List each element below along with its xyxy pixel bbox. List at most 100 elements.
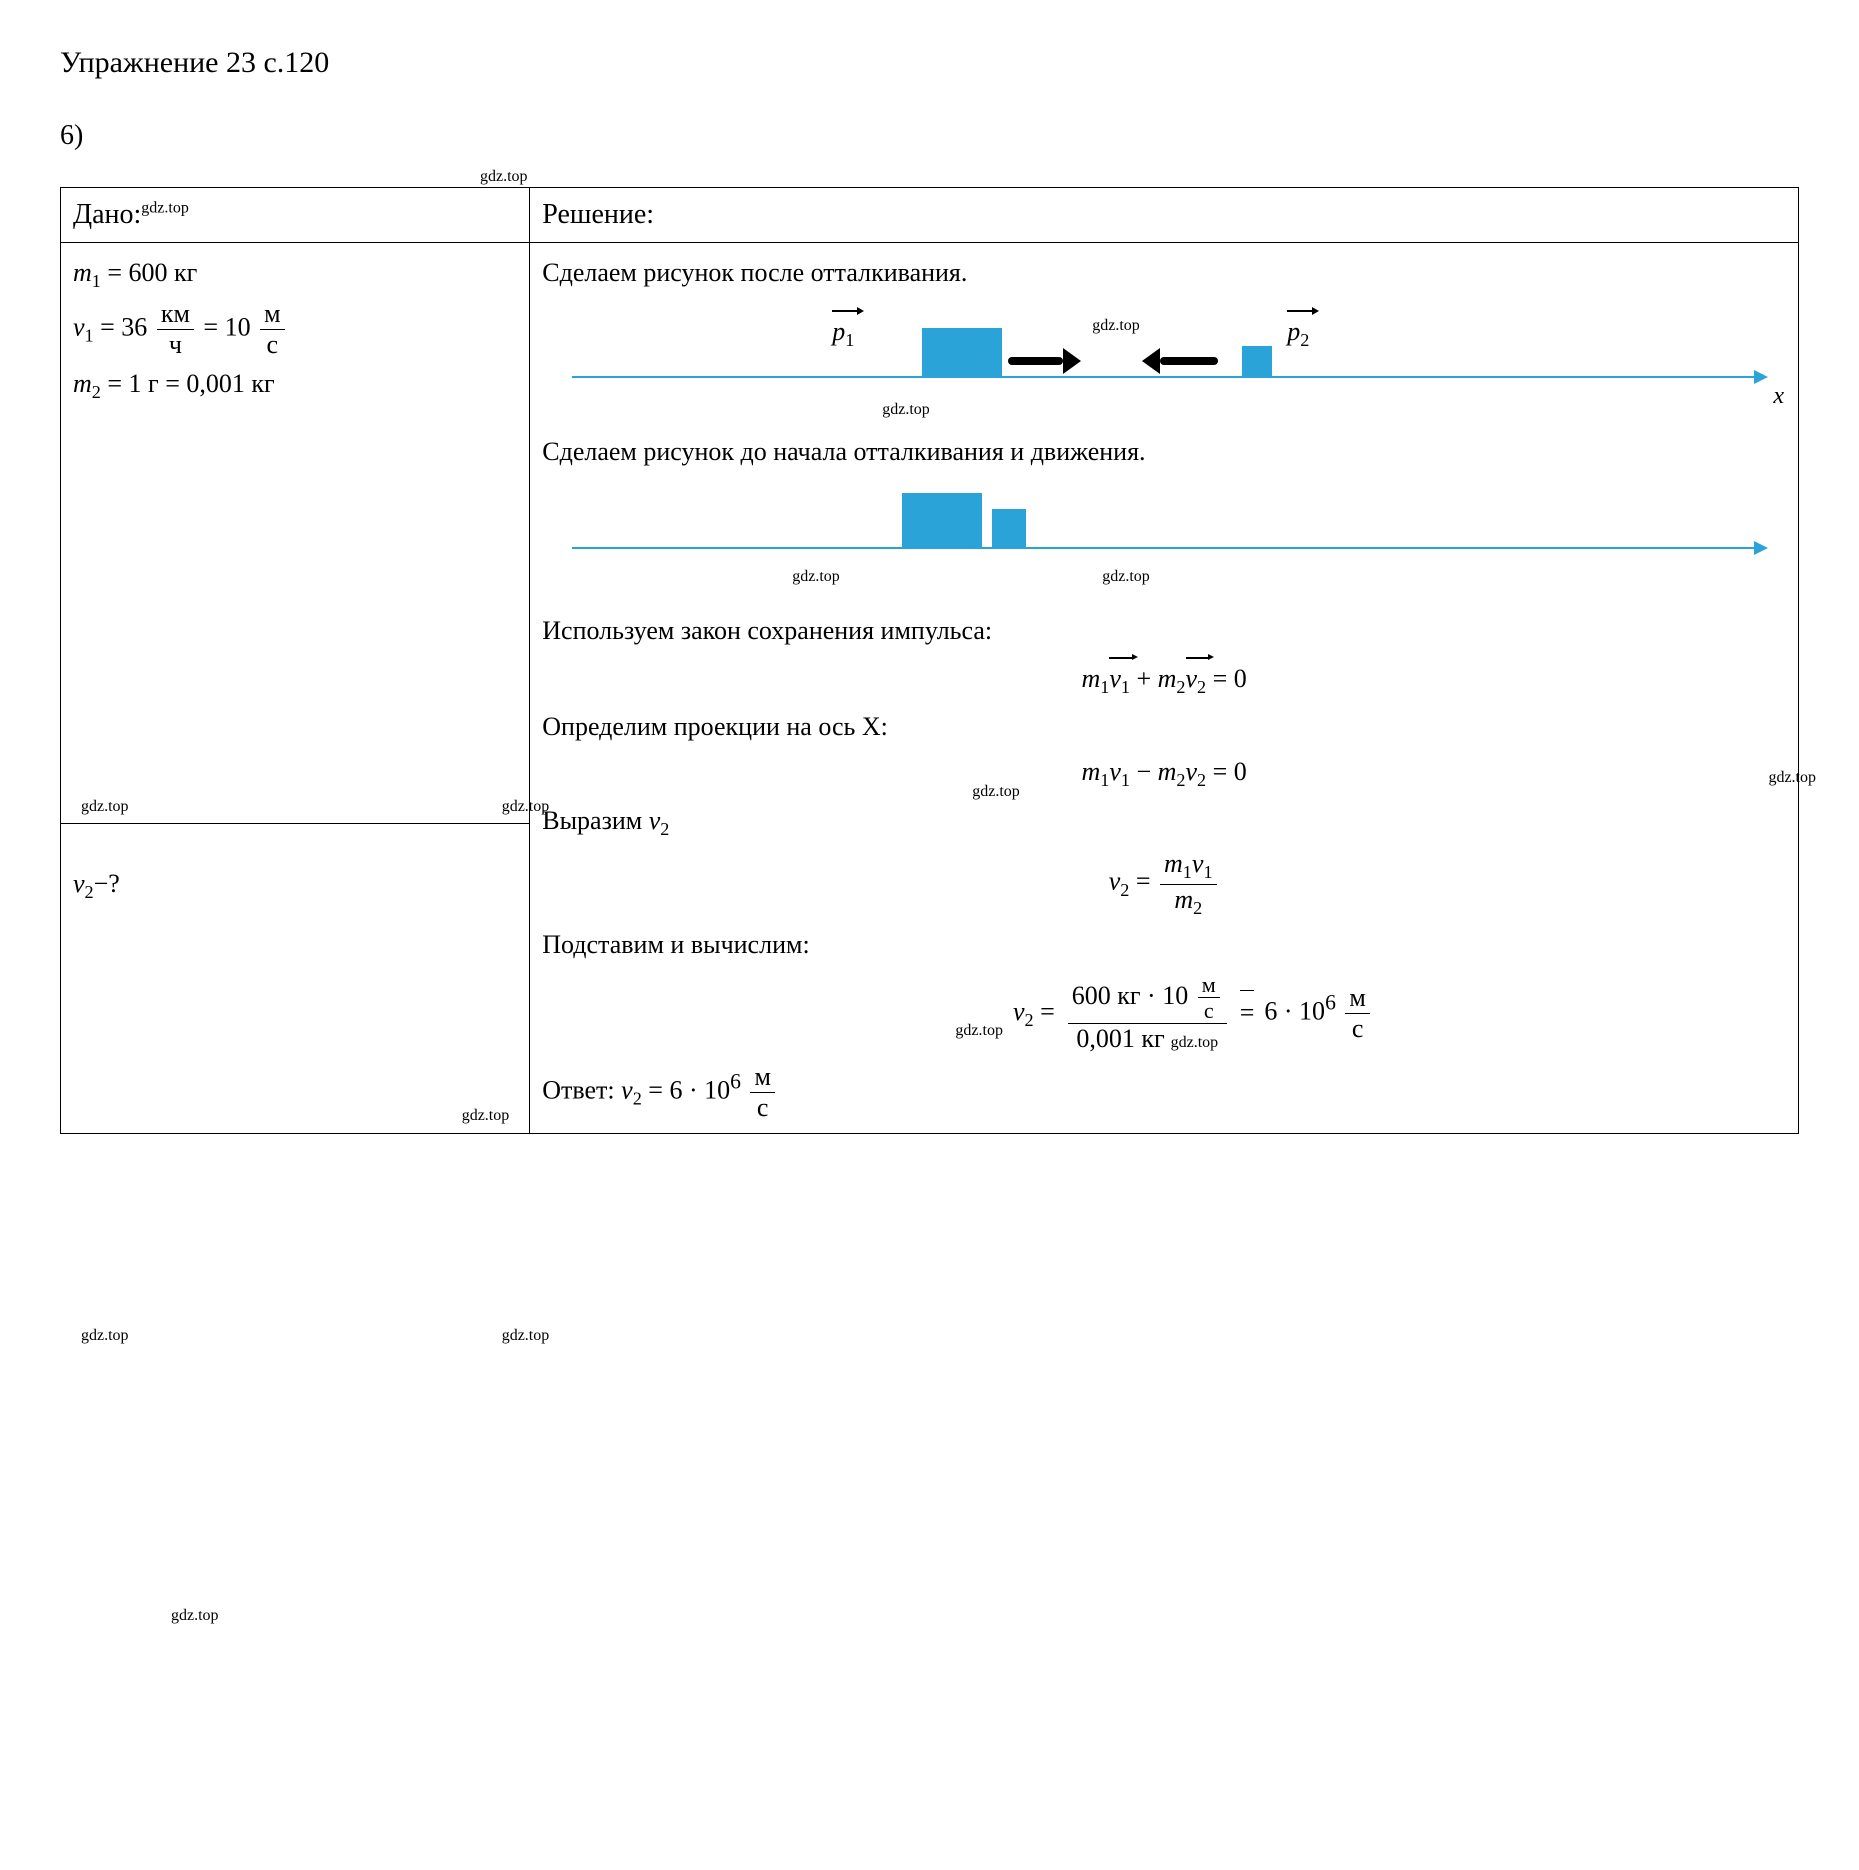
solution-label: Решение: [542,199,654,230]
solution-line4: Определим проекции на ось X: [542,707,1786,746]
x-axis-label: x [1773,378,1784,414]
sub: 2 [1120,880,1129,900]
eq-projection: m1v1 − m2v2 = 0 gdz.top gdz.top [542,752,1786,794]
solution-line6: Подставим и вычислим: [542,925,1786,964]
given-cell: m1 = 600 кг v1 = 36 кмч = 10 мс m2 = 1 г… [61,243,530,824]
big-box [922,328,1002,376]
eq-sign: = [1129,867,1157,896]
answer-line: Ответ: v2 = 6 · 106 мс [542,1062,1786,1123]
watermark: gdz.top [171,1604,219,1628]
ans-eq: = 6 · 10 [642,1076,730,1105]
solution-line3: Используем закон сохранения импульса: [542,611,1786,650]
given-m1: m1 = 600 кг [73,253,517,295]
sub: 2 [1197,677,1206,697]
sym: v [1109,664,1121,693]
p1-vector-label: p1 [832,312,854,354]
watermark: gdz.top [1092,314,1140,338]
sym: v [1013,997,1025,1026]
m2-symbol: m [73,369,92,398]
sub: 2 [633,1089,642,1109]
find-v2: v2−? [73,864,517,906]
frac-num: км [157,299,194,330]
sym: m [1158,757,1177,786]
eq4-frac: 600 кг · 10 мс 0,001 кгgdz.top [1068,972,1227,1055]
u-num: м [750,1062,774,1093]
watermark: gdz.top [792,565,840,589]
small-box [1242,346,1272,376]
op: − [1130,757,1158,786]
sym: v [1192,849,1204,878]
sub: 2 [1193,898,1202,918]
p2-vector-label: p2 [1287,312,1309,354]
u-den: с [1198,998,1220,1023]
v1-frac1: кмч [157,299,194,360]
watermark: gdz.top [480,165,1799,189]
u-den: с [1345,1014,1369,1044]
eq-momentum-conservation: m1v1 + m2v2 = 0 [542,656,1786,701]
v1-eq1: = 36 [94,313,148,342]
watermark: gdz.top [462,1104,510,1128]
diagram-before: gdz.top gdz.top [542,485,1786,595]
m1-value: = 600 кг [101,258,197,287]
sub: 2 [1025,1010,1034,1030]
given-m2: m2 = 1 г = 0,001 кг [73,364,517,406]
sub: 2 [1176,771,1185,791]
axis-arrow-icon [1754,370,1768,384]
m2-sub: 2 [92,382,101,402]
sym: m [1158,664,1177,693]
sym: v [1109,757,1121,786]
watermark: gdz.top [502,1324,550,1348]
solution-cell: Сделаем рисунок после отталкивания. p1 g… [530,243,1799,1134]
watermark: gdz.top [81,795,129,819]
frac-den: ч [157,330,194,360]
watermark: gdz.top [1102,565,1150,589]
watermark: gdz.top [972,780,1020,804]
m2-value: = 1 г = 0,001 кг [101,369,275,398]
sub: 1 [1121,677,1130,697]
m1-sub: 1 [92,271,101,291]
sub: 1 [1100,677,1109,697]
arrow-left [1142,348,1218,374]
num-text: 600 кг · 10 [1072,981,1188,1010]
diagram-after: p1 gdz.top p2 x gdz.top [542,306,1786,426]
watermark: gdz.top [955,1019,1003,1043]
den-text: 0,001 кг [1076,1024,1164,1053]
text: Выразим [542,806,649,835]
p-sym: p [832,317,845,346]
v1-frac2: мс [260,299,284,360]
eq-sign: = [1034,997,1055,1026]
given-label: Дано: [73,199,141,230]
sub: 1 [1121,771,1130,791]
op: + [1130,664,1158,693]
sym: m [1164,849,1183,878]
p-sym: p [1287,317,1300,346]
watermark: gdz.top [81,1324,129,1348]
sym: v [1186,664,1198,693]
sym: m [1081,757,1100,786]
page-title: Упражнение 23 с.120 [60,40,1799,85]
p-sub: 1 [845,330,854,350]
watermark: gdz.top [1165,1034,1219,1051]
given-header-cell: Дано:gdz.top [61,188,530,243]
m1-symbol: m [73,258,92,287]
small-box [992,509,1026,547]
solution-line2: Сделаем рисунок до начала отталкивания и… [542,432,1786,471]
eq-rhs: = 0 [1206,664,1247,693]
eq-numeric: gdz.top v2 = 600 кг · 10 мс 0,001 кгgdz.… [542,972,1786,1055]
sub: 1 [1203,863,1212,883]
axis-line [572,547,1756,549]
solution-line5: Выразим v2 [542,801,1786,843]
axis-arrow-icon [1754,541,1768,555]
solution-header-cell: Решение: [530,188,1799,243]
sym: v [649,806,661,835]
v1-mid: = 10 [203,313,250,342]
watermark: gdz.top [882,398,930,422]
solution-line1: Сделаем рисунок после отталкивания. [542,253,1786,292]
v2-symbol: v [73,869,85,898]
p-sub: 2 [1300,330,1309,350]
big-box [902,493,982,547]
sub: 2 [1197,771,1206,791]
rhs-base: 6 · 10 [1264,996,1325,1025]
sub: 2 [660,819,669,839]
v1-symbol: v [73,313,85,342]
